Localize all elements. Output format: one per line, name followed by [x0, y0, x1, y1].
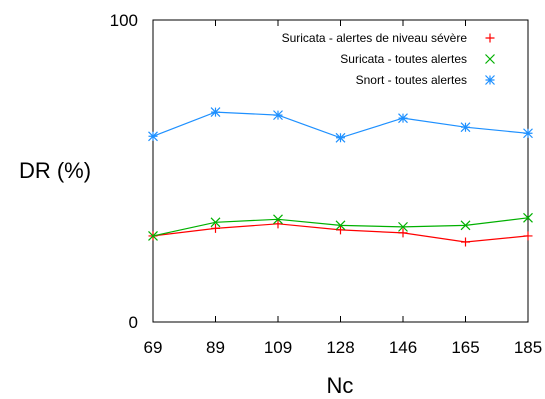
legend-label: Snort - toutes alertes [356, 73, 467, 87]
x-tick-label: 109 [264, 338, 292, 357]
series-2 [148, 212, 533, 241]
y-axis-label: DR (%) [19, 158, 91, 183]
x-tick-label: 185 [514, 338, 542, 357]
legend: Suricata - alertes de niveau sévère Suric… [282, 31, 495, 87]
series-3 [148, 107, 533, 143]
data-point [273, 219, 283, 229]
data-point [461, 237, 470, 247]
y-axis: 0 100 [110, 11, 528, 332]
legend-marker [485, 75, 495, 85]
y-tick-label: 100 [110, 11, 138, 30]
data-point [211, 223, 220, 233]
data-point [523, 128, 533, 139]
data-point [210, 217, 221, 228]
legend-marker [485, 54, 495, 64]
series-1 [148, 219, 533, 247]
x-axis: 69 89 109 128 146 165 185 [144, 20, 542, 357]
data-point [148, 231, 158, 241]
data-point [523, 212, 533, 223]
data-point [273, 110, 283, 121]
x-axis-label: Nc [327, 373, 354, 398]
data-point [336, 225, 345, 235]
data-point [398, 113, 408, 124]
legend-marker [485, 33, 495, 43]
data-point [398, 228, 408, 238]
data-point [210, 107, 221, 118]
data-point [273, 214, 283, 225]
data-point [148, 131, 158, 142]
x-tick-label: 69 [144, 338, 163, 357]
data-point [523, 231, 533, 241]
legend-label: Suricata - toutes alertes [340, 52, 467, 66]
x-tick-label: 128 [326, 338, 354, 357]
data-point [460, 220, 471, 231]
data-point [335, 132, 346, 143]
data-point [460, 122, 471, 133]
x-tick-label: 89 [206, 338, 225, 357]
x-tick-label: 146 [389, 338, 417, 357]
legend-label: Suricata - alertes de niveau sévère [282, 31, 468, 45]
data-point [335, 220, 346, 231]
data-point [398, 221, 408, 232]
y-tick-label: 0 [129, 313, 138, 332]
series-layer [148, 107, 533, 247]
x-tick-label: 165 [451, 338, 479, 357]
